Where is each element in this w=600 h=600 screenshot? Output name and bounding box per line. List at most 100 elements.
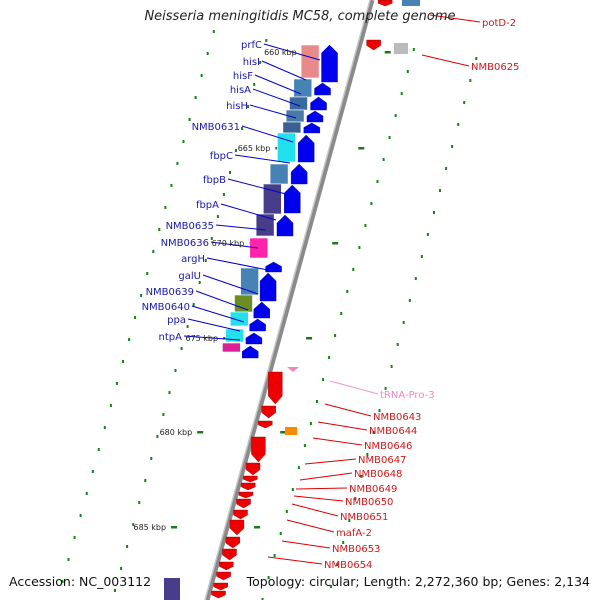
- gene-leader-line: [254, 74, 302, 95]
- gene-label: ntpA: [159, 332, 183, 343]
- gene-arrow: [219, 561, 234, 571]
- guide-dot: [241, 127, 244, 130]
- guide-dot: [198, 281, 201, 284]
- gene-label: prfC: [241, 40, 262, 51]
- cog-box: [222, 342, 241, 353]
- gene-leader-line: [317, 421, 368, 431]
- guide-dot: [168, 391, 171, 394]
- gene-arrow: [238, 491, 254, 499]
- guide-dot: [382, 158, 385, 161]
- guide-dot: [354, 497, 357, 500]
- gene-leader-line: [293, 495, 344, 502]
- gene-arrow: [366, 39, 381, 51]
- ruler-label: 675 kbp: [185, 334, 218, 343]
- gene-arrow: [243, 475, 258, 483]
- gene-leader-line: [295, 487, 348, 490]
- gene-leader-line: [202, 274, 259, 295]
- guide-dot: [469, 79, 472, 82]
- gene-leader-line: [267, 556, 323, 565]
- gene-arrow: [213, 582, 228, 591]
- guide-dot: [267, 576, 270, 579]
- gene-arrow: [290, 163, 308, 185]
- gene-label: fbpC: [210, 151, 233, 162]
- guide-dot: [291, 488, 294, 491]
- guide-dot: [140, 294, 143, 297]
- cog-box: [300, 44, 320, 79]
- ruler-label: 685 kbp: [133, 523, 166, 532]
- guide-dot: [134, 316, 137, 319]
- gene-label: NMB0640: [142, 302, 190, 313]
- cog-box: [230, 311, 249, 327]
- gene-leader-line: [220, 203, 277, 221]
- guide-dot: [192, 303, 195, 306]
- gene-leader-line: [206, 257, 269, 271]
- guide-dot: [259, 61, 262, 64]
- cog-box: [402, 0, 420, 6]
- guide-dot: [204, 259, 207, 262]
- guide-dot: [247, 105, 250, 108]
- reverse-gene-labels: potD-2 NMB0625 tRNA-Pro-3 NMB0643 NMB0644 NMB…: [267, 14, 519, 571]
- ruler-tick: [332, 242, 339, 245]
- guide-dot: [457, 123, 460, 126]
- gene-leader-line: [210, 241, 259, 249]
- gene-arrow: [211, 590, 226, 599]
- cog-box: [249, 237, 269, 259]
- guide-dot: [91, 470, 94, 473]
- guide-dot: [316, 400, 318, 403]
- ruler-label: 670 kbp: [212, 239, 245, 248]
- gene-label: tRNA-Pro-3: [380, 390, 435, 401]
- guide-dot: [463, 101, 466, 104]
- guide-dot: [412, 48, 415, 51]
- gene-arrow: [233, 509, 248, 520]
- gene-leader-line: [304, 458, 357, 465]
- guide-dot: [229, 171, 231, 174]
- gene-label: hisH: [226, 101, 248, 112]
- gene-label: NMB0651: [340, 512, 388, 523]
- gene-label: argH: [181, 254, 205, 265]
- ruler-tick: [254, 526, 261, 529]
- cog-box: [269, 163, 289, 185]
- forward-gene-labels: prfC hisI hisF hisA hisH NMB0631 fbpC fbpB fbpA N…: [142, 40, 321, 343]
- guide-dot: [426, 233, 429, 236]
- gene-arrow: [245, 462, 261, 476]
- gene-leader-line: [227, 178, 287, 195]
- guide-dot: [162, 413, 165, 416]
- guide-dot: [433, 211, 435, 214]
- guide-dot: [206, 52, 209, 55]
- guide-dot: [451, 145, 454, 148]
- gene-leader-line: [241, 125, 294, 143]
- guide-dot: [303, 444, 306, 447]
- guide-dot: [378, 409, 381, 412]
- gene-leader-line: [286, 519, 335, 533]
- guide-dot: [265, 39, 268, 42]
- gene-arrow: [276, 214, 294, 237]
- gene-label: NMB0654: [324, 560, 372, 571]
- gene-label: fbpB: [203, 175, 226, 186]
- gene-label: galU: [178, 271, 201, 282]
- gene-label: hisF: [233, 71, 253, 82]
- reverse-genes: [211, 0, 393, 599]
- guide-dot: [120, 567, 123, 570]
- guide-dot: [394, 114, 397, 117]
- gene-arrow: [314, 82, 331, 96]
- guide-dot: [67, 558, 70, 561]
- guide-dot: [114, 589, 116, 592]
- gene-label: mafA-2: [336, 528, 372, 539]
- gene-arrow: [216, 571, 231, 581]
- cog-box: [234, 294, 253, 313]
- guide-dot: [366, 453, 369, 456]
- guide-dot: [222, 193, 225, 196]
- guide-dot: [180, 347, 183, 350]
- gene-arrow: [229, 519, 245, 536]
- gene-arrow: [321, 44, 338, 83]
- guide-dot: [126, 545, 129, 548]
- guide-dot: [330, 585, 333, 588]
- gene-label: ppa: [167, 315, 186, 326]
- gene-leader-line: [234, 154, 291, 164]
- guide-dot: [115, 382, 118, 385]
- guide-dot: [360, 475, 363, 478]
- gene-arrow: [253, 301, 270, 319]
- guide-dot: [402, 321, 405, 324]
- topology-label: Topology: circular; Length: 2,272,360 bp…: [246, 574, 590, 589]
- guide-dot: [79, 514, 82, 517]
